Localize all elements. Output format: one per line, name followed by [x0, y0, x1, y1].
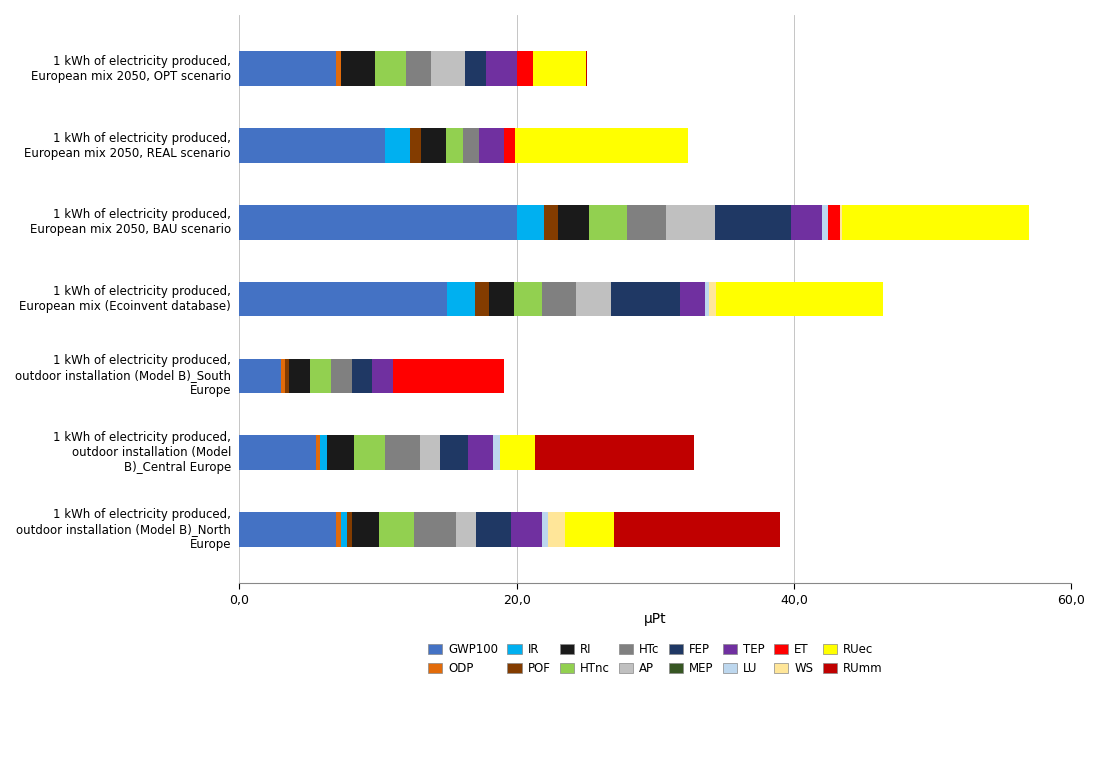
Bar: [285, 359, 289, 393]
Bar: [517, 51, 534, 86]
Bar: [667, 205, 715, 240]
Bar: [337, 512, 341, 547]
Bar: [327, 436, 354, 470]
Bar: [515, 128, 689, 163]
Bar: [486, 51, 517, 86]
Bar: [504, 128, 515, 163]
Bar: [375, 51, 406, 86]
Bar: [440, 436, 469, 470]
Legend: GWP100, ODP, IR, POF, RI, HTnc, HTc, AP, FEP, MEP, TEP, LU, ET, WS, RUec, RUmm: GWP100, ODP, IR, POF, RI, HTnc, HTc, AP,…: [424, 638, 888, 680]
Bar: [839, 205, 843, 240]
Bar: [240, 512, 337, 547]
Bar: [517, 205, 544, 240]
Bar: [419, 436, 440, 470]
Bar: [716, 282, 882, 317]
Bar: [586, 51, 587, 86]
Bar: [337, 51, 341, 86]
Bar: [541, 512, 549, 547]
Bar: [240, 128, 385, 163]
Bar: [541, 282, 576, 317]
Bar: [240, 436, 316, 470]
Bar: [576, 282, 610, 317]
Bar: [430, 51, 465, 86]
Bar: [828, 205, 839, 240]
Bar: [393, 359, 504, 393]
Bar: [475, 282, 488, 317]
Bar: [455, 512, 476, 547]
Bar: [289, 359, 310, 393]
Bar: [240, 282, 448, 317]
Bar: [385, 128, 410, 163]
Bar: [462, 128, 480, 163]
Bar: [534, 51, 586, 86]
X-axis label: μPt: μPt: [644, 612, 667, 626]
Bar: [488, 282, 514, 317]
Bar: [465, 51, 486, 86]
Bar: [240, 205, 517, 240]
Bar: [512, 512, 541, 547]
Bar: [341, 51, 375, 86]
Bar: [446, 128, 462, 163]
Bar: [240, 51, 337, 86]
Bar: [379, 512, 414, 547]
Bar: [499, 436, 535, 470]
Bar: [280, 359, 285, 393]
Bar: [469, 436, 493, 470]
Bar: [791, 205, 822, 240]
Bar: [354, 436, 385, 470]
Bar: [240, 359, 280, 393]
Bar: [316, 436, 320, 470]
Bar: [406, 51, 430, 86]
Bar: [476, 512, 512, 547]
Bar: [549, 512, 565, 547]
Bar: [373, 359, 393, 393]
Bar: [614, 512, 780, 547]
Bar: [565, 512, 614, 547]
Bar: [331, 359, 352, 393]
Bar: [414, 512, 455, 547]
Bar: [705, 282, 710, 317]
Bar: [680, 282, 705, 317]
Bar: [544, 205, 558, 240]
Bar: [558, 205, 589, 240]
Bar: [493, 436, 499, 470]
Bar: [535, 436, 694, 470]
Bar: [715, 205, 791, 240]
Bar: [421, 128, 446, 163]
Bar: [480, 128, 504, 163]
Bar: [352, 359, 373, 393]
Bar: [588, 205, 627, 240]
Bar: [352, 512, 379, 547]
Bar: [310, 359, 331, 393]
Bar: [410, 128, 421, 163]
Bar: [710, 282, 716, 317]
Bar: [610, 282, 680, 317]
Bar: [385, 436, 419, 470]
Bar: [514, 282, 541, 317]
Bar: [822, 205, 828, 240]
Bar: [843, 205, 1030, 240]
Bar: [448, 282, 475, 317]
Bar: [627, 205, 667, 240]
Bar: [348, 512, 352, 547]
Bar: [320, 436, 327, 470]
Bar: [341, 512, 348, 547]
